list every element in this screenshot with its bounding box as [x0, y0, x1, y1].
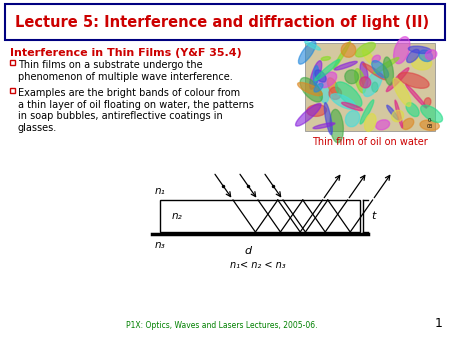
Ellipse shape: [324, 103, 332, 135]
Ellipse shape: [393, 78, 411, 106]
Text: Interference in Thin Films (Y&F 35.4): Interference in Thin Films (Y&F 35.4): [10, 48, 242, 58]
Text: n₁: n₁: [155, 186, 166, 196]
Ellipse shape: [372, 82, 378, 92]
Ellipse shape: [383, 57, 393, 85]
Ellipse shape: [315, 59, 340, 80]
Ellipse shape: [408, 46, 431, 53]
Ellipse shape: [329, 87, 342, 99]
Ellipse shape: [421, 105, 442, 122]
Ellipse shape: [300, 77, 322, 102]
Ellipse shape: [334, 62, 357, 70]
Ellipse shape: [387, 105, 398, 120]
Bar: [10, 60, 15, 65]
Ellipse shape: [318, 75, 329, 103]
Ellipse shape: [360, 100, 374, 124]
Ellipse shape: [313, 123, 335, 129]
Ellipse shape: [406, 84, 427, 108]
Ellipse shape: [310, 61, 322, 89]
Ellipse shape: [364, 114, 376, 131]
Ellipse shape: [346, 111, 360, 127]
Text: Lecture 5: Interference and diffraction of light (II): Lecture 5: Interference and diffraction …: [15, 16, 429, 30]
Ellipse shape: [420, 120, 439, 130]
Bar: [10, 88, 15, 93]
Ellipse shape: [402, 118, 414, 129]
Bar: [305, 43, 435, 131]
Ellipse shape: [392, 110, 404, 122]
Text: n₂: n₂: [172, 211, 183, 221]
Ellipse shape: [419, 50, 432, 62]
Ellipse shape: [336, 82, 362, 107]
Text: n₃: n₃: [155, 240, 166, 250]
Ellipse shape: [425, 50, 437, 59]
Ellipse shape: [363, 64, 386, 80]
Text: t: t: [371, 211, 375, 221]
Ellipse shape: [321, 57, 330, 61]
Ellipse shape: [395, 100, 403, 128]
Ellipse shape: [411, 56, 432, 70]
FancyBboxPatch shape: [5, 4, 445, 40]
Ellipse shape: [360, 62, 368, 88]
Ellipse shape: [333, 41, 351, 69]
Ellipse shape: [386, 68, 409, 92]
Ellipse shape: [398, 72, 429, 88]
Bar: [160, 200, 360, 232]
Ellipse shape: [374, 57, 399, 73]
Ellipse shape: [298, 41, 316, 64]
Ellipse shape: [297, 82, 322, 96]
Ellipse shape: [319, 72, 337, 88]
Ellipse shape: [376, 120, 390, 130]
Ellipse shape: [363, 71, 382, 97]
Ellipse shape: [372, 55, 380, 63]
Ellipse shape: [314, 83, 323, 92]
Text: Thin films on a substrate undergo the
phenomenon of multiple wave interference.: Thin films on a substrate undergo the ph…: [18, 60, 233, 81]
Ellipse shape: [315, 70, 326, 82]
Ellipse shape: [341, 43, 356, 57]
Ellipse shape: [307, 105, 327, 116]
Text: 1: 1: [435, 317, 443, 330]
Ellipse shape: [328, 78, 338, 95]
Ellipse shape: [394, 37, 410, 64]
Ellipse shape: [372, 61, 389, 78]
Text: n₁< n₂ < n₃: n₁< n₂ < n₃: [230, 260, 286, 270]
Ellipse shape: [296, 103, 321, 126]
Ellipse shape: [362, 49, 374, 64]
Ellipse shape: [305, 41, 320, 50]
Ellipse shape: [424, 98, 431, 107]
Text: d: d: [244, 246, 252, 256]
Ellipse shape: [331, 94, 356, 109]
Ellipse shape: [330, 110, 343, 143]
Ellipse shape: [406, 102, 419, 117]
Ellipse shape: [356, 42, 375, 57]
Text: Examples are the bright bands of colour from
a thin layer of oil floating on wat: Examples are the bright bands of colour …: [18, 88, 254, 133]
Text: 0-
03: 0- 03: [427, 118, 433, 129]
Ellipse shape: [345, 70, 359, 84]
Text: P1X: Optics, Waves and Lasers Lectures, 2005-06.: P1X: Optics, Waves and Lasers Lectures, …: [126, 321, 318, 330]
Ellipse shape: [360, 77, 371, 88]
Ellipse shape: [342, 102, 363, 111]
Text: Thin film of oil on water: Thin film of oil on water: [312, 137, 428, 147]
Ellipse shape: [407, 49, 419, 63]
Ellipse shape: [313, 66, 319, 85]
Ellipse shape: [355, 69, 366, 93]
